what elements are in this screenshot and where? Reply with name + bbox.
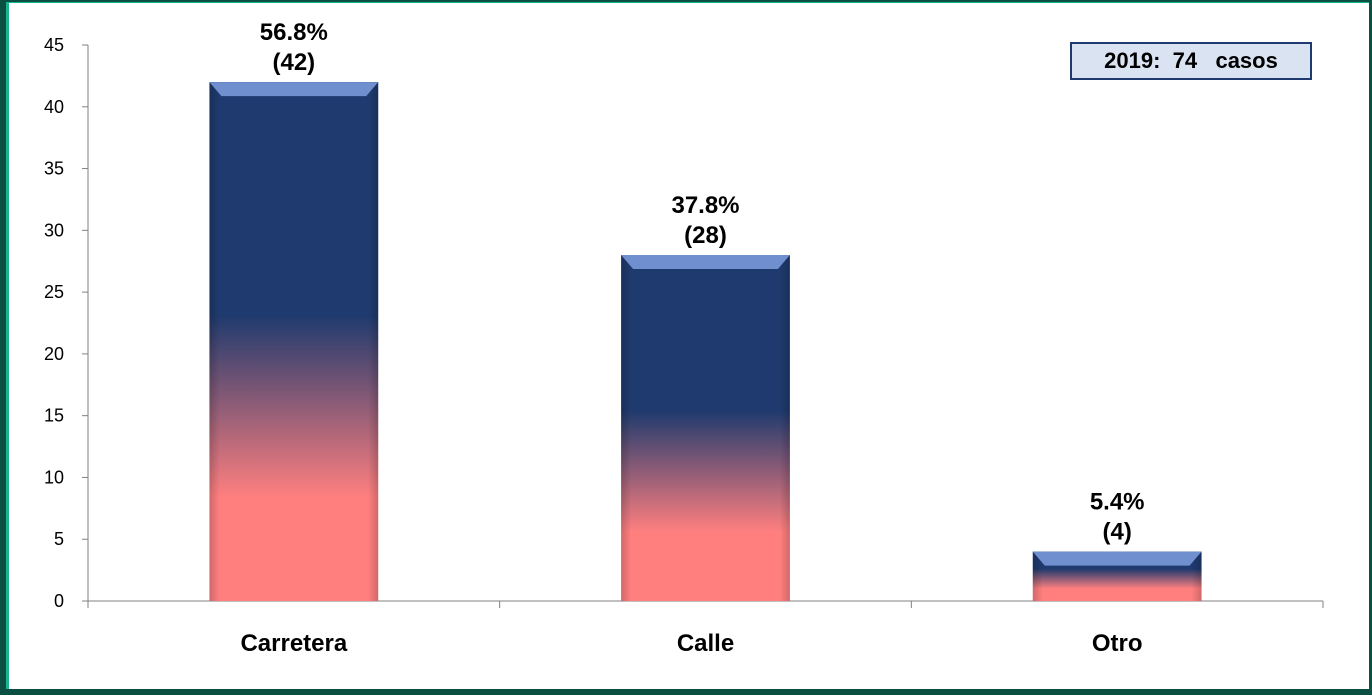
data-label-count: (4) [1102, 519, 1131, 546]
x-category-label: Calle [677, 630, 734, 657]
x-category-label: Otro [1092, 630, 1143, 657]
data-label-percent: 37.8% [671, 192, 739, 219]
y-tick-label: 10 [44, 467, 64, 487]
y-tick-label: 45 [44, 35, 64, 55]
y-tick-label: 5 [54, 529, 64, 549]
bar-shade [209, 82, 379, 602]
bar-cap [1032, 551, 1202, 566]
bar-cap [209, 82, 379, 97]
data-labels-group: 56.8% (42) Carretera 37.8% (28) Calle 5.4% (4) O… [240, 19, 1144, 657]
bar-cap [621, 255, 790, 270]
bar-shade [621, 255, 790, 602]
y-tick-label: 30 [44, 220, 64, 240]
total-cases-annotation: 2019: 74 casos [1070, 42, 1312, 80]
y-tick-label: 40 [44, 97, 64, 117]
y-tick-label: 0 [54, 591, 64, 611]
bars-group [209, 82, 1202, 602]
y-tick-label: 25 [44, 282, 64, 302]
data-label-percent: 5.4% [1090, 489, 1145, 516]
y-tick-label: 20 [44, 344, 64, 364]
data-label-count: (28) [684, 222, 727, 249]
y-tick-label: 35 [44, 159, 64, 179]
data-label-percent: 56.8% [260, 19, 328, 46]
data-label-count: (42) [272, 49, 315, 76]
x-category-label: Carretera [240, 630, 347, 657]
y-tick-label: 15 [44, 406, 64, 426]
chart-inner-border [6, 2, 1369, 689]
